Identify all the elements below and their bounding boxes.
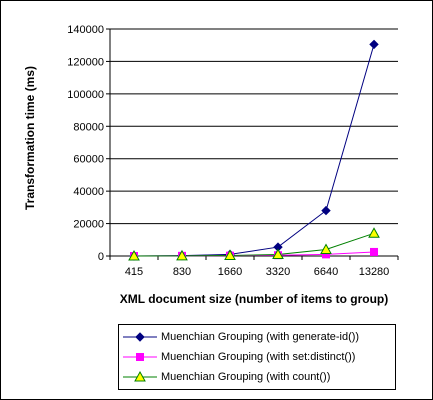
series-3-markers [128,227,380,261]
y-tick-label: 80000 [73,121,104,133]
y-tick-label: 40000 [73,186,104,198]
legend-label: Muenchian Grouping (with set:distinct()) [161,351,356,363]
data-point-triangle [128,249,140,261]
x-tick-label: 3320 [266,266,290,278]
y-axis-title: Transformation time (ms) [23,66,37,210]
x-tick-label: 415 [125,266,143,278]
data-point-triangle [224,249,236,261]
data-point-triangle [134,370,146,382]
y-tick-label: 60000 [73,154,104,166]
data-point-triangle [320,243,332,255]
x-tick-label: 830 [173,266,191,278]
data-point-square [370,247,378,256]
legend-swatch [123,353,157,361]
data-point-triangle [368,227,380,238]
x-axis-title: XML document size (number of items to gr… [120,292,388,306]
x-tick-label: 6640 [314,266,338,278]
x-tick-label: 1660 [218,266,242,278]
legend-item: Muenchian Grouping (with count()) [119,368,330,386]
legend: Muenchian Grouping (with generate-id()) M… [118,324,396,390]
series-3 [133,232,375,257]
x-tick-label: 13280 [359,266,390,278]
series-lines [128,39,380,261]
legend-item: Muenchian Grouping (with generate-id()) [119,328,359,346]
data-point-diamond [369,39,379,50]
series-line [133,232,375,257]
data-point-diamond [321,205,331,216]
data-point-diamond [135,332,145,342]
y-tick-label: 140000 [67,24,104,36]
plot-area [110,29,398,256]
legend-label: Muenchian Grouping (with count()) [161,371,331,383]
data-point-triangle [176,249,188,261]
y-tick-label: 0 [98,251,104,263]
legend-swatch [123,332,157,342]
data-point-square [136,353,144,361]
data-point-triangle [272,248,284,260]
legend-item: Muenchian Grouping (with set:distinct()) [119,348,355,366]
y-tick-label: 20000 [73,219,104,231]
legend-swatch [123,370,157,382]
y-tick-label: 100000 [67,89,104,101]
x-axis-ticks: 415 830 1660 3320 6640 13280 [109,256,399,278]
legend-label: Muenchian Grouping (with generate-id()) [161,331,360,343]
y-tick-label: 120000 [67,56,104,68]
y-axis-ticks: 0 20000 40000 60000 80000 100000 120000 140000 [67,24,110,263]
